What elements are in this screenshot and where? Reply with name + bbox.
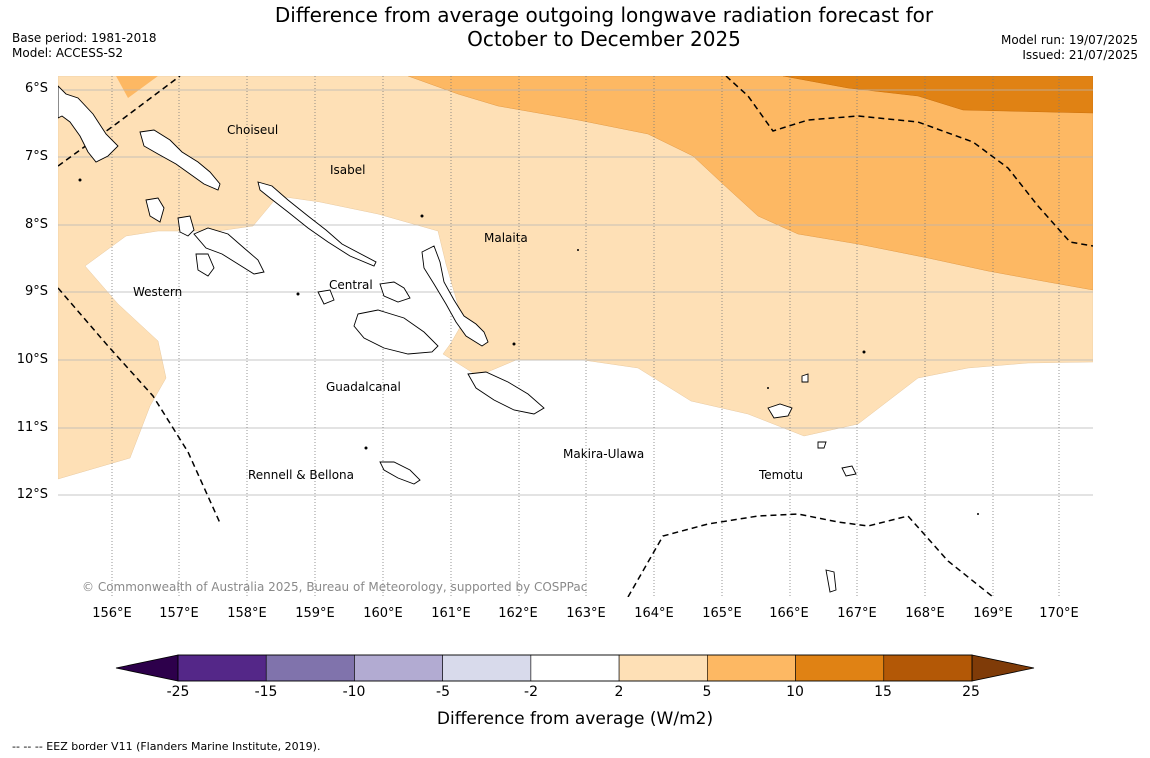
lon-label: 156°E bbox=[92, 606, 132, 621]
colorbar-tick-label: -5 bbox=[436, 684, 450, 700]
region-label-guadalcanal: Guadalcanal bbox=[326, 380, 401, 394]
region-label-malaita: Malaita bbox=[484, 231, 528, 245]
colorbar bbox=[115, 654, 1035, 682]
colorbar-segment bbox=[177, 654, 267, 682]
colorbar-tick-label: -2 bbox=[524, 684, 538, 700]
anomaly-zone-10-15 bbox=[782, 76, 1093, 114]
colorbar-tick-label: -10 bbox=[342, 684, 366, 700]
lat-label: 9°S bbox=[24, 284, 48, 299]
model-name: Model: ACCESS-S2 bbox=[12, 46, 124, 60]
lon-label: 168°E bbox=[905, 606, 945, 621]
lon-label: 167°E bbox=[837, 606, 877, 621]
colorbar-over-arrow bbox=[971, 654, 1035, 682]
island-utupua bbox=[817, 441, 827, 449]
island-reef bbox=[801, 373, 809, 383]
island-choiseul bbox=[139, 129, 221, 191]
lat-label: 11°S bbox=[16, 420, 48, 435]
lon-label: 164°E bbox=[634, 606, 674, 621]
region-label-rennell: Rennell & Bellona bbox=[248, 468, 355, 482]
region-label-temotu: Temotu bbox=[759, 468, 804, 482]
lat-label: 7°S bbox=[24, 149, 48, 164]
island-guadalcanal bbox=[353, 309, 439, 355]
eez-border bbox=[58, 76, 1093, 597]
colorbar-tick-label: -15 bbox=[254, 684, 278, 700]
lon-label: 163°E bbox=[566, 606, 606, 621]
colorbar-segment bbox=[883, 654, 973, 682]
colorbar-segment bbox=[354, 654, 443, 682]
colorbar-segment bbox=[707, 654, 796, 682]
eez-legend-note: -- -- -- EEZ border V11 (Flanders Marine… bbox=[12, 740, 321, 753]
lon-label: 162°E bbox=[498, 606, 538, 621]
lon-label: 165°E bbox=[702, 606, 742, 621]
title-line-2: October to December 2025 bbox=[467, 27, 741, 51]
colorbar-under-arrow bbox=[115, 654, 179, 682]
colorbar-segment bbox=[795, 654, 885, 682]
model-run: Model run: 19/07/2025 bbox=[1000, 33, 1138, 47]
lon-label: 159°E bbox=[295, 606, 335, 621]
lon-label: 169°E bbox=[973, 606, 1013, 621]
lon-label: 158°E bbox=[227, 606, 267, 621]
issued-date: Issued: 21/07/2025 bbox=[1022, 48, 1138, 62]
colorbar-tick-label: 2 bbox=[614, 684, 624, 700]
forecast-map bbox=[58, 76, 1093, 597]
lon-label: 166°E bbox=[769, 606, 809, 621]
region-label-choiseul: Choiseul bbox=[227, 123, 279, 137]
island-rendova bbox=[195, 253, 215, 277]
colorbar-tick-label: 10 bbox=[786, 684, 804, 700]
island-santa-cruz bbox=[767, 403, 793, 419]
colorbar-tick-label: 15 bbox=[874, 684, 892, 700]
meta-left: Base period: 1981-2018 Model: ACCESS-S2 bbox=[12, 31, 157, 61]
lon-label: 157°E bbox=[159, 606, 199, 621]
base-period: Base period: 1981-2018 bbox=[12, 31, 157, 45]
lon-label: 170°E bbox=[1039, 606, 1079, 621]
lat-label: 8°S bbox=[24, 217, 48, 232]
colorbar-title: Difference from average (W/m2) bbox=[436, 709, 714, 729]
lon-label: 161°E bbox=[431, 606, 471, 621]
island-malaita bbox=[421, 245, 489, 347]
island-makira bbox=[467, 371, 545, 415]
region-label-central: Central bbox=[329, 278, 373, 292]
colorbar-tick-label: 25 bbox=[962, 684, 980, 700]
anomaly-zone-5-10-corner bbox=[116, 76, 158, 98]
region-label-western: Western bbox=[133, 285, 183, 299]
lat-label: 12°S bbox=[16, 487, 48, 502]
colorbar-segment bbox=[265, 654, 355, 682]
colorbar-segment bbox=[442, 654, 532, 682]
lat-label: 6°S bbox=[24, 81, 48, 96]
colorbar-frame bbox=[177, 654, 973, 682]
colorbar-segment bbox=[618, 654, 708, 682]
colorbar-segments bbox=[177, 654, 973, 682]
small-islets bbox=[78, 178, 979, 515]
island-russell bbox=[317, 289, 335, 305]
colorbar-tick-label: 5 bbox=[702, 684, 712, 700]
region-label-makira: Makira-Ulawa bbox=[563, 447, 645, 461]
title-line-1: Difference from average outgoing longwav… bbox=[274, 3, 934, 27]
latitude-gridlines bbox=[58, 89, 1093, 496]
meta-right: Model run: 19/07/2025 Issued: 21/07/2025 bbox=[1001, 33, 1138, 63]
copyright-notice: © Commonwealth of Australia 2025, Bureau… bbox=[82, 580, 588, 594]
colorbar-tick-label: -25 bbox=[166, 684, 190, 700]
island-florida bbox=[379, 281, 411, 303]
island-anuta bbox=[825, 569, 837, 593]
islands bbox=[58, 85, 857, 593]
island-bougainville-edge bbox=[58, 85, 119, 163]
island-isabel bbox=[257, 181, 377, 267]
lat-label: 10°S bbox=[16, 352, 48, 367]
island-rennell bbox=[379, 461, 421, 485]
island-new-georgia bbox=[177, 215, 195, 237]
colorbar-segment bbox=[530, 654, 620, 682]
chart-title: Difference from average outgoing longwav… bbox=[0, 3, 1150, 51]
region-label-isabel: Isabel bbox=[330, 163, 366, 177]
lon-label: 160°E bbox=[363, 606, 403, 621]
island-vanikoro bbox=[841, 465, 857, 477]
island-vella bbox=[145, 197, 165, 223]
island-western-group bbox=[193, 227, 265, 275]
